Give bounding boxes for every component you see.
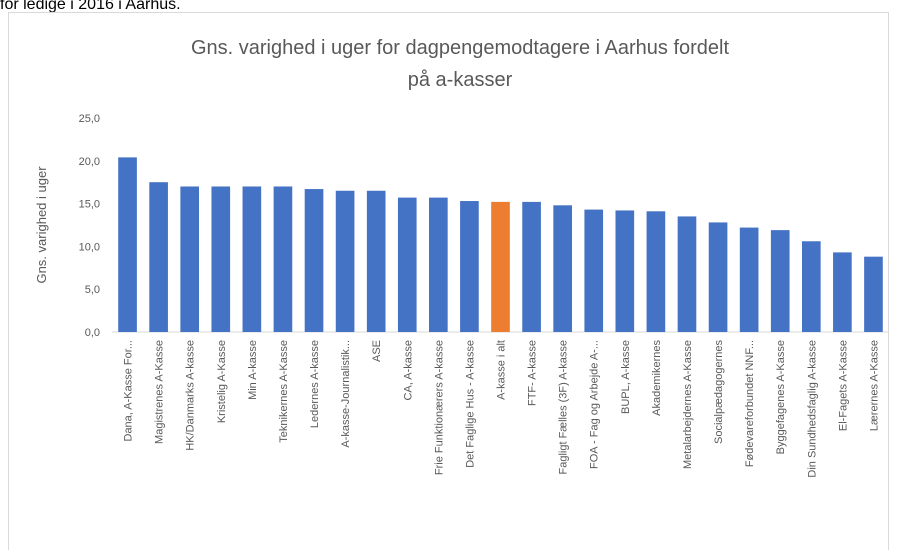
x-tick-label: Fødevareforbundet NNF... [744, 340, 756, 467]
bar [615, 210, 635, 332]
bar [211, 186, 231, 332]
x-tick-label: Frie Funktionærers A-kasse [433, 340, 445, 475]
x-tick-label: Akademikernes [651, 340, 663, 416]
y-tick-label: 25,0 [79, 113, 100, 125]
bar [118, 157, 137, 332]
bar [180, 186, 200, 332]
chart-title: Gns. varighed i uger for dagpengemodtage… [191, 37, 730, 59]
caption: for ledige i 2016 i Aarhus. [0, 0, 181, 13]
chart-title: på a-kasser [408, 69, 513, 91]
bar [646, 211, 666, 332]
bar [708, 222, 728, 332]
x-tick-label: A-kasse i alt [496, 340, 508, 400]
bar [460, 201, 479, 332]
x-tick-label: Socialpædagogernes [713, 340, 725, 444]
x-tick-label: Lærernes A-Kasse [868, 340, 880, 431]
x-tick-label: Magistrenes A-Kasse [154, 340, 166, 444]
x-tick-label: CA, A-kasse [402, 340, 414, 401]
x-tick-label: Dana, A-Kasse For... [123, 340, 135, 442]
x-tick-label: Kristelig A-Kasse [216, 340, 228, 423]
x-tick-label: FOA - Fag og Arbejde A-... [589, 340, 601, 469]
bar [273, 186, 293, 332]
bar [242, 186, 262, 332]
y-tick-label: 0,0 [85, 327, 100, 339]
bar [397, 197, 417, 332]
x-tick-label: Det Faglige Hus - A-kasse [464, 340, 476, 468]
y-axis-label: Gns. varighed i uger [34, 166, 49, 284]
x-tick-label: A-kasse-Journalistik... [340, 340, 352, 448]
bar [335, 190, 355, 332]
y-tick-label: 15,0 [79, 199, 100, 211]
bar [584, 209, 604, 332]
bar [429, 197, 448, 332]
x-tick-label: Teknikernes A-Kasse [278, 340, 290, 443]
bar [677, 216, 697, 332]
bar [491, 201, 510, 332]
bar [739, 227, 759, 332]
y-tick-label: 5,0 [85, 284, 100, 296]
bar [833, 252, 852, 332]
bar [864, 256, 883, 332]
x-tick-label: Byggefagenes A-Kasse [775, 340, 787, 454]
x-tick-label: El-Fagets A-Kasse [837, 340, 849, 431]
bar [553, 205, 572, 332]
bar [366, 190, 386, 332]
x-tick-label: HK/Danmarks A-kasse [185, 340, 197, 451]
x-tick-label: FTF- A-kasse [527, 340, 539, 406]
bar [522, 201, 541, 332]
y-tick-label: 20,0 [79, 156, 100, 168]
x-tick-label: Din Sundhedsfaglig A-kasse [806, 340, 818, 478]
x-tick-label: BUPL, A-kasse [620, 340, 632, 414]
x-tick-label: Min A-kasse [247, 340, 259, 400]
x-tick-label: Ledernes A-kasse [309, 340, 321, 428]
x-tick-label: ASE [371, 340, 383, 362]
x-tick-label: Fagligt Fælles (3F) A-kasse [558, 340, 570, 474]
bar [801, 241, 821, 332]
bar [149, 182, 168, 332]
y-tick-label: 10,0 [79, 241, 100, 253]
bar [304, 189, 324, 332]
x-tick-label: Metalarbejdernes A-Kasse [682, 340, 694, 469]
bar [770, 230, 790, 332]
